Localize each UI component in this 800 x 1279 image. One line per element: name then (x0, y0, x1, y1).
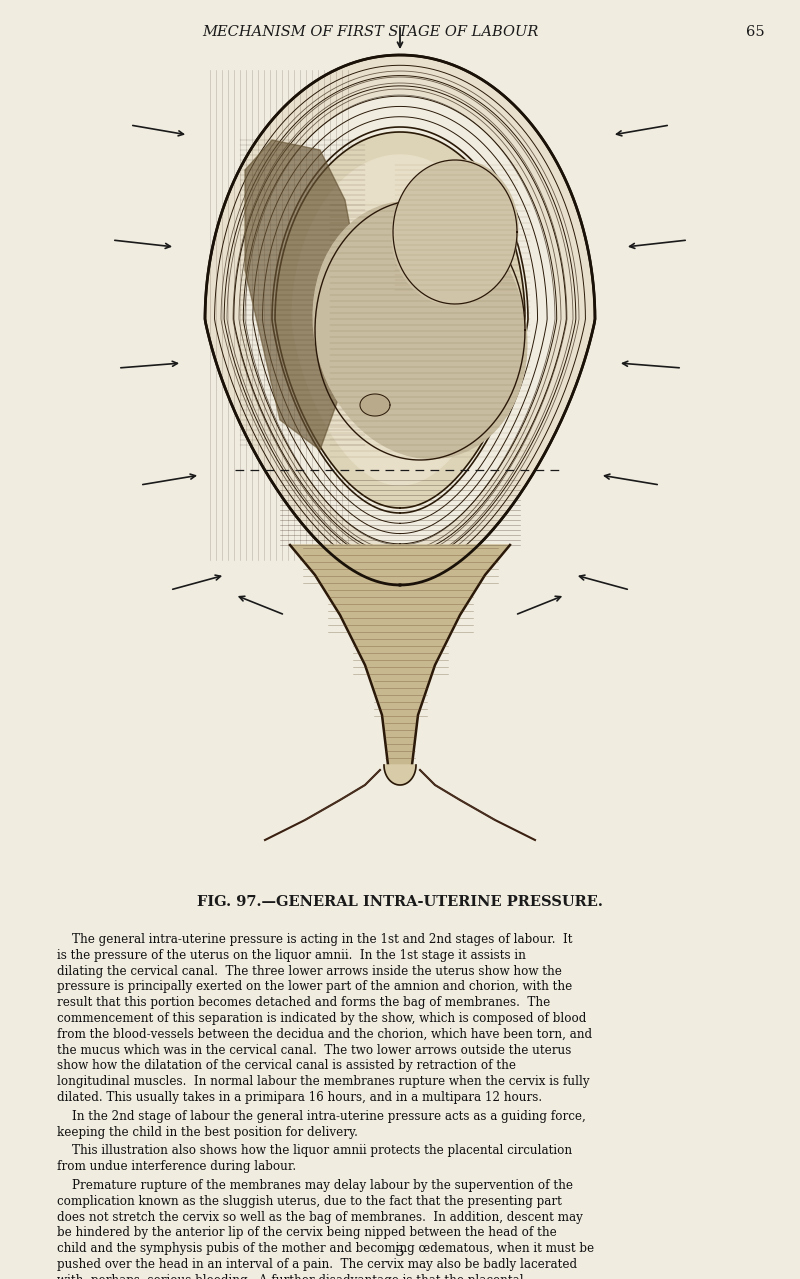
Text: In the 2nd stage of labour the general intra-uterine pressure acts as a guiding : In the 2nd stage of labour the general i… (57, 1110, 586, 1123)
Text: Premature rupture of the membranes may delay labour by the supervention of the: Premature rupture of the membranes may d… (57, 1179, 573, 1192)
Text: pushed over the head in an interval of a pain.  The cervix may also be badly lac: pushed over the head in an interval of a… (57, 1259, 577, 1271)
Text: MECHANISM OF FIRST STAGE OF LABOUR: MECHANISM OF FIRST STAGE OF LABOUR (202, 26, 538, 38)
Text: the mucus which was in the cervical canal.  The two lower arrows outside the ute: the mucus which was in the cervical cana… (57, 1044, 571, 1056)
Polygon shape (384, 765, 416, 785)
Text: is the pressure of the uterus on the liquor amnii.  In the 1st stage it assists : is the pressure of the uterus on the liq… (57, 949, 526, 962)
Polygon shape (245, 139, 360, 450)
Text: commencement of this separation is indicated by the show, which is composed of b: commencement of this separation is indic… (57, 1012, 586, 1024)
Ellipse shape (392, 160, 518, 304)
Text: dilated. This usually takes in a primipara 16 hours, and in a multipara 12 hours: dilated. This usually takes in a primipa… (57, 1091, 542, 1104)
Text: dilating the cervical canal.  The three lower arrows inside the uterus show how : dilating the cervical canal. The three l… (57, 964, 562, 977)
Text: show how the dilatation of the cervical canal is assisted by retraction of the: show how the dilatation of the cervical … (57, 1059, 516, 1072)
Text: be hindered by the anterior lip of the cervix being nipped between the head of t: be hindered by the anterior lip of the c… (57, 1227, 557, 1239)
Text: longitudinal muscles.  In normal labour the membranes rupture when the cervix is: longitudinal muscles. In normal labour t… (57, 1076, 590, 1088)
Ellipse shape (360, 394, 390, 416)
Text: result that this portion becomes detached and forms the bag of membranes.  The: result that this portion becomes detache… (57, 996, 550, 1009)
Polygon shape (205, 55, 595, 585)
Text: from the blood-vessels between the decidua and the chorion, which have been torn: from the blood-vessels between the decid… (57, 1028, 592, 1041)
Text: complication known as the sluggish uterus, due to the fact that the presenting p: complication known as the sluggish uteru… (57, 1195, 562, 1207)
Polygon shape (245, 95, 555, 545)
Text: keeping the child in the best position for delivery.: keeping the child in the best position f… (57, 1126, 358, 1138)
Text: from undue interference during labour.: from undue interference during labour. (57, 1160, 296, 1173)
Text: child and the symphysis pubis of the mother and becoming œdematous, when it must: child and the symphysis pubis of the mot… (57, 1242, 594, 1255)
Polygon shape (275, 132, 525, 508)
Text: This illustration also shows how the liquor amnii protects the placental circula: This illustration also shows how the liq… (57, 1145, 572, 1157)
Text: 5: 5 (395, 1244, 405, 1259)
Text: pressure is principally exerted on the lower part of the amnion and chorion, wit: pressure is principally exerted on the l… (57, 981, 572, 994)
Polygon shape (290, 545, 510, 765)
Polygon shape (292, 155, 508, 485)
Text: 65: 65 (746, 26, 764, 38)
Text: FIG. 97.—GENERAL INTRA-UTERINE PRESSURE.: FIG. 97.—GENERAL INTRA-UTERINE PRESSURE. (197, 895, 603, 909)
Text: with, perhaps, serious bleeding.  A further disadvantage is that the placental: with, perhaps, serious bleeding. A furth… (57, 1274, 524, 1279)
Text: The general intra-uterine pressure is acting in the 1st and 2nd stages of labour: The general intra-uterine pressure is ac… (57, 932, 573, 946)
Text: does not stretch the cervix so well as the bag of membranes.  In addition, desce: does not stretch the cervix so well as t… (57, 1211, 583, 1224)
Ellipse shape (313, 202, 527, 458)
